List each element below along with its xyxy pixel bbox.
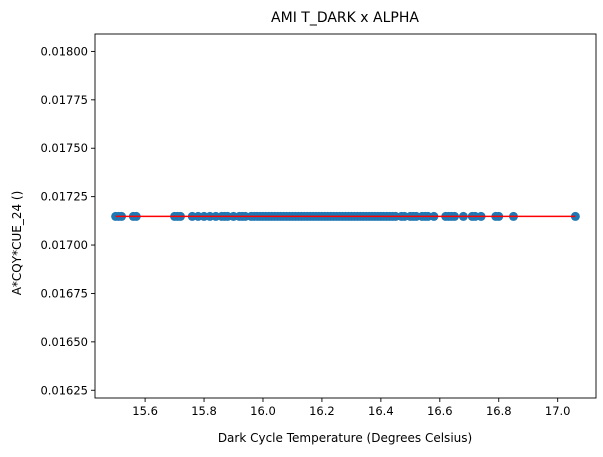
y-tick-label: 0.01725 [40, 190, 88, 204]
x-tick-label: 15.8 [191, 404, 217, 418]
x-axis-label: Dark Cycle Temperature (Degrees Celsius) [218, 431, 472, 445]
axes-frame [94, 33, 597, 399]
x-tick-label: 17.0 [545, 404, 571, 418]
x-tick-label: 16.2 [309, 404, 335, 418]
plot-area [111, 211, 580, 221]
x-tick-label: 16.6 [427, 404, 453, 418]
y-tick-label: 0.01650 [40, 335, 88, 349]
y-tick-label: 0.01700 [40, 238, 88, 252]
chart-title: AMI T_DARK x ALPHA [271, 10, 419, 26]
x-tick-label: 16.0 [250, 404, 276, 418]
y-tick-label: 0.01800 [40, 44, 88, 58]
y-axis-label: A*CQY*CUE_24 () [10, 191, 24, 296]
x-tick-label: 16.8 [486, 404, 512, 418]
y-tick-label: 0.01750 [40, 141, 88, 155]
y-tick-label: 0.01775 [40, 93, 88, 107]
x-tick-label: 15.6 [132, 404, 158, 418]
y-tick-label: 0.01675 [40, 286, 88, 300]
y-tick-label: 0.01625 [40, 383, 88, 397]
x-tick-label: 16.4 [368, 404, 394, 418]
axes: 15.6 15.8 16.0 16.2 16.4 16.6 16.8 17.0 0.01625 0… [40, 33, 597, 418]
